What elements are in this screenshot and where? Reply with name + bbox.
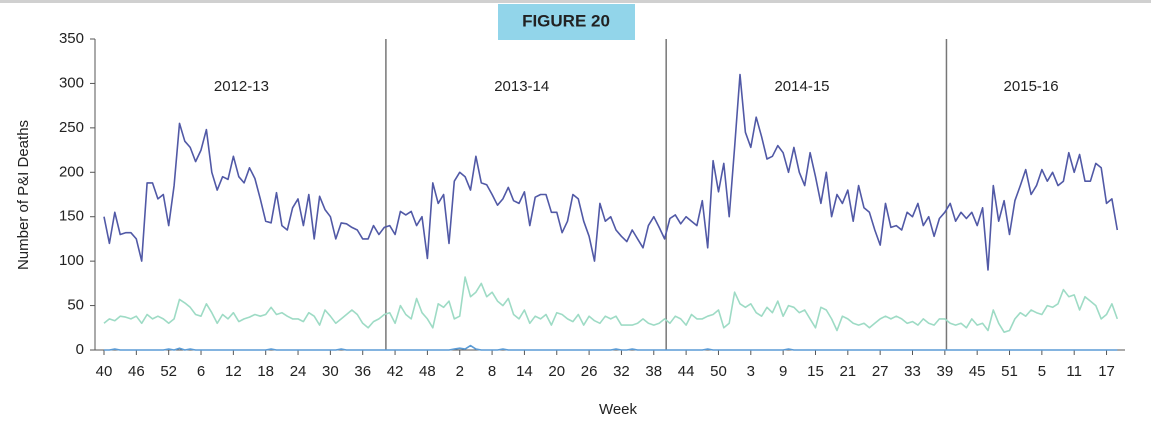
y-tick-label: 0 — [76, 341, 84, 358]
season-label: 2014-15 — [774, 78, 829, 95]
x-tick-label: 12 — [225, 363, 242, 380]
series-line — [103, 276, 1119, 333]
x-tick-label: 8 — [488, 363, 496, 380]
title-box — [498, 4, 635, 40]
x-tick-label: 24 — [290, 363, 307, 380]
x-tick-label: 46 — [128, 363, 145, 380]
y-tick-label: 350 — [59, 30, 84, 47]
x-tick-label: 50 — [710, 363, 727, 380]
y-tick-label: 200 — [59, 163, 84, 180]
season-label: 2012-13 — [214, 78, 269, 95]
x-tick-label: 11 — [1066, 363, 1082, 380]
x-tick-label: 26 — [581, 363, 598, 380]
x-tick-label: 3 — [747, 363, 755, 380]
series-line — [103, 73, 1119, 271]
y-tick-label: 50 — [67, 297, 84, 314]
x-tick-label: 6 — [197, 363, 205, 380]
x-tick-label: 44 — [678, 363, 695, 380]
x-tick-label: 5 — [1038, 363, 1046, 380]
x-tick-label: 32 — [613, 363, 630, 380]
x-tick-label: 36 — [354, 363, 371, 380]
y-axis-label: Number of P&I Deaths — [15, 120, 32, 270]
x-tick-label: 30 — [322, 363, 339, 380]
y-tick-label: 250 — [59, 119, 84, 136]
x-tick-label: 40 — [96, 363, 113, 380]
y-tick-label: 150 — [59, 208, 84, 225]
x-tick-label: 20 — [548, 363, 565, 380]
x-tick-label: 45 — [969, 363, 986, 380]
x-tick-label: 21 — [839, 363, 856, 380]
x-tick-label: 48 — [419, 363, 436, 380]
x-tick-label: 38 — [645, 363, 662, 380]
x-tick-label: 15 — [807, 363, 824, 380]
x-tick-label: 39 — [936, 363, 953, 380]
y-tick-label: 100 — [59, 252, 84, 269]
top-border — [0, 0, 1151, 3]
x-tick-label: 52 — [160, 363, 177, 380]
x-tick-label: 18 — [257, 363, 274, 380]
x-tick-label: 27 — [872, 363, 889, 380]
x-tick-label: 14 — [516, 363, 533, 380]
season-label: 2015-16 — [1004, 78, 1059, 95]
series-line — [104, 344, 1118, 351]
x-tick-label: 9 — [779, 363, 787, 380]
y-tick-label: 300 — [59, 74, 84, 91]
x-tick-label: 42 — [387, 363, 404, 380]
season-label: 2013-14 — [494, 78, 549, 95]
chart-title: FIGURE 20 — [522, 11, 610, 30]
x-tick-label: 2 — [456, 363, 464, 380]
x-axis-label: Week — [599, 401, 638, 418]
x-tick-label: 33 — [904, 363, 921, 380]
x-tick-label: 17 — [1098, 363, 1115, 380]
x-tick-label: 51 — [1001, 363, 1018, 380]
